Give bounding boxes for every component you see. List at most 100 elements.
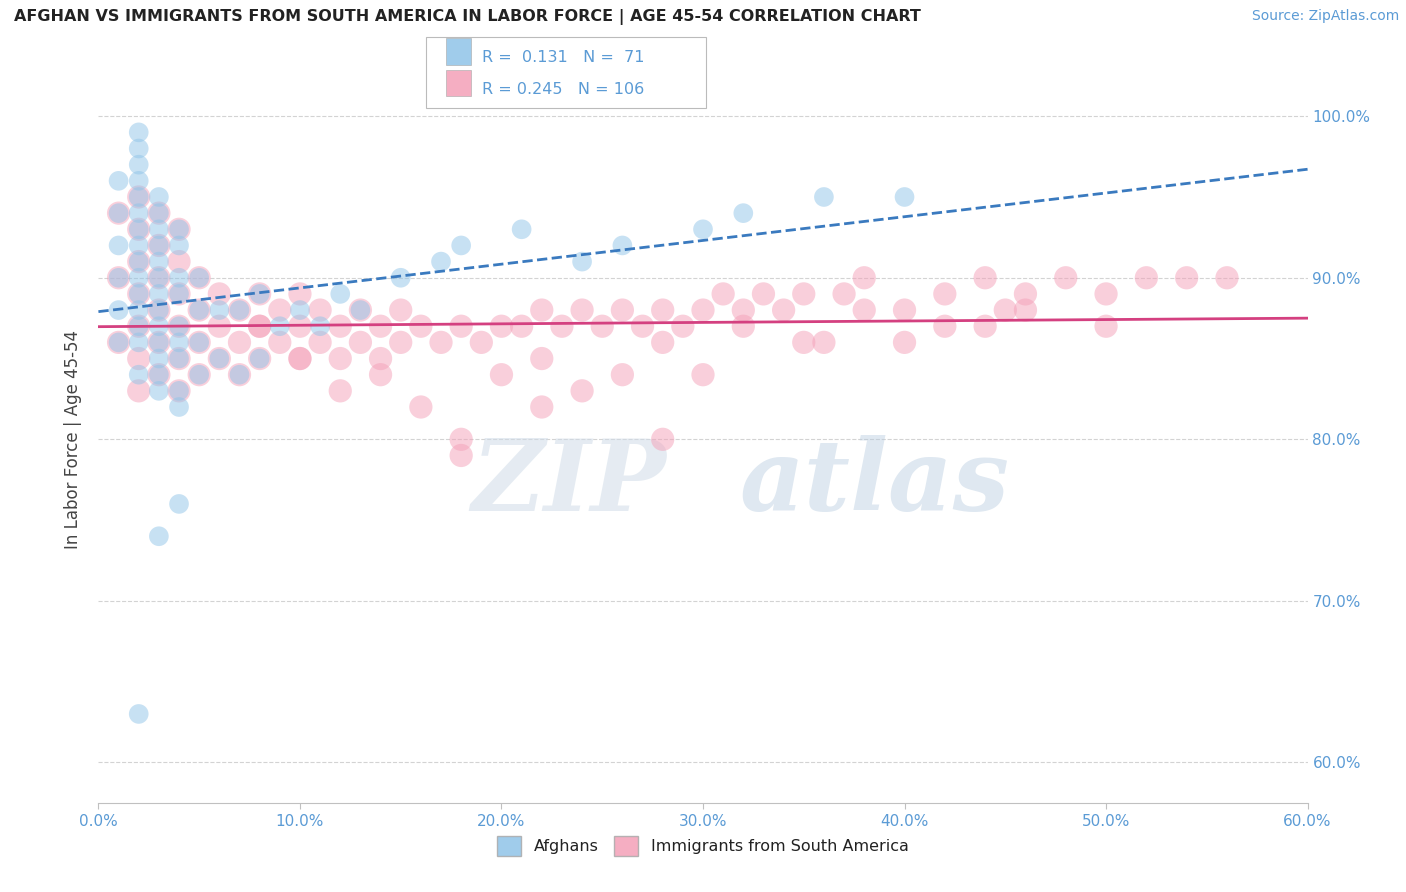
Point	[409, 400, 432, 414]
Point	[167, 497, 190, 511]
Point	[450, 449, 472, 463]
Point	[530, 351, 553, 366]
Point	[893, 303, 915, 318]
Point	[672, 319, 695, 334]
Point	[128, 206, 150, 220]
Point	[269, 319, 291, 334]
Point	[853, 270, 876, 285]
Point	[107, 335, 129, 350]
Point	[148, 270, 170, 285]
Point	[188, 303, 211, 318]
Point	[571, 254, 593, 268]
Point	[249, 351, 271, 366]
Point	[107, 270, 129, 285]
Point	[148, 254, 170, 268]
Point	[288, 319, 311, 334]
Text: R = 0.245   N = 106: R = 0.245 N = 106	[482, 82, 644, 97]
Point	[571, 384, 593, 398]
Point	[551, 319, 574, 334]
Point	[128, 384, 150, 398]
Point	[793, 287, 815, 301]
Point	[107, 174, 129, 188]
Point	[249, 287, 271, 301]
Point	[591, 319, 613, 334]
Point	[128, 270, 150, 285]
Point	[167, 287, 190, 301]
Point	[450, 319, 472, 334]
Point	[228, 368, 250, 382]
Point	[651, 432, 673, 446]
Point	[128, 238, 150, 252]
Point	[692, 222, 714, 236]
Point	[329, 319, 352, 334]
Point	[288, 351, 311, 366]
Point	[148, 529, 170, 543]
Point	[128, 190, 150, 204]
Point	[107, 206, 129, 220]
Point	[128, 368, 150, 382]
Point	[128, 335, 150, 350]
Point	[1216, 270, 1239, 285]
Point	[128, 319, 150, 334]
Point	[530, 303, 553, 318]
Point	[128, 287, 150, 301]
Point	[389, 335, 412, 350]
Text: Source: ZipAtlas.com: Source: ZipAtlas.com	[1251, 9, 1399, 23]
Point	[188, 303, 211, 318]
Point	[571, 303, 593, 318]
Point	[167, 384, 190, 398]
Point	[148, 238, 170, 252]
Point	[893, 190, 915, 204]
Point	[510, 319, 533, 334]
Point	[329, 287, 352, 301]
Point	[148, 303, 170, 318]
Point	[711, 287, 734, 301]
Point	[813, 335, 835, 350]
Point	[208, 319, 231, 334]
Point	[389, 270, 412, 285]
Y-axis label: In Labor Force | Age 45-54: In Labor Force | Age 45-54	[65, 330, 83, 549]
Point	[148, 368, 170, 382]
Point	[1095, 287, 1118, 301]
Point	[128, 142, 150, 156]
Point	[107, 206, 129, 220]
Text: R =  0.131   N =  71: R = 0.131 N = 71	[482, 50, 645, 65]
Point	[228, 303, 250, 318]
Point	[631, 319, 654, 334]
Point	[249, 351, 271, 366]
Point	[148, 206, 170, 220]
Point	[450, 432, 472, 446]
Point	[651, 303, 673, 318]
Point	[832, 287, 855, 301]
Point	[128, 125, 150, 139]
Point	[510, 222, 533, 236]
Point	[692, 368, 714, 382]
Point	[148, 368, 170, 382]
Point	[128, 287, 150, 301]
Point	[430, 254, 453, 268]
Point	[167, 335, 190, 350]
Point	[288, 303, 311, 318]
Point	[167, 319, 190, 334]
Point	[1095, 319, 1118, 334]
Point	[370, 368, 392, 382]
Point	[128, 174, 150, 188]
Point	[612, 368, 634, 382]
Point	[128, 303, 150, 318]
Point	[167, 287, 190, 301]
Text: atlas: atlas	[740, 434, 1010, 531]
Point	[612, 238, 634, 252]
Point	[107, 303, 129, 318]
Point	[148, 222, 170, 236]
Point	[167, 222, 190, 236]
Point	[128, 222, 150, 236]
Point	[974, 270, 997, 285]
Point	[148, 303, 170, 318]
Point	[188, 368, 211, 382]
Point	[188, 335, 211, 350]
Point	[994, 303, 1017, 318]
Point	[167, 351, 190, 366]
Point	[167, 238, 190, 252]
Point	[430, 335, 453, 350]
Point	[450, 238, 472, 252]
